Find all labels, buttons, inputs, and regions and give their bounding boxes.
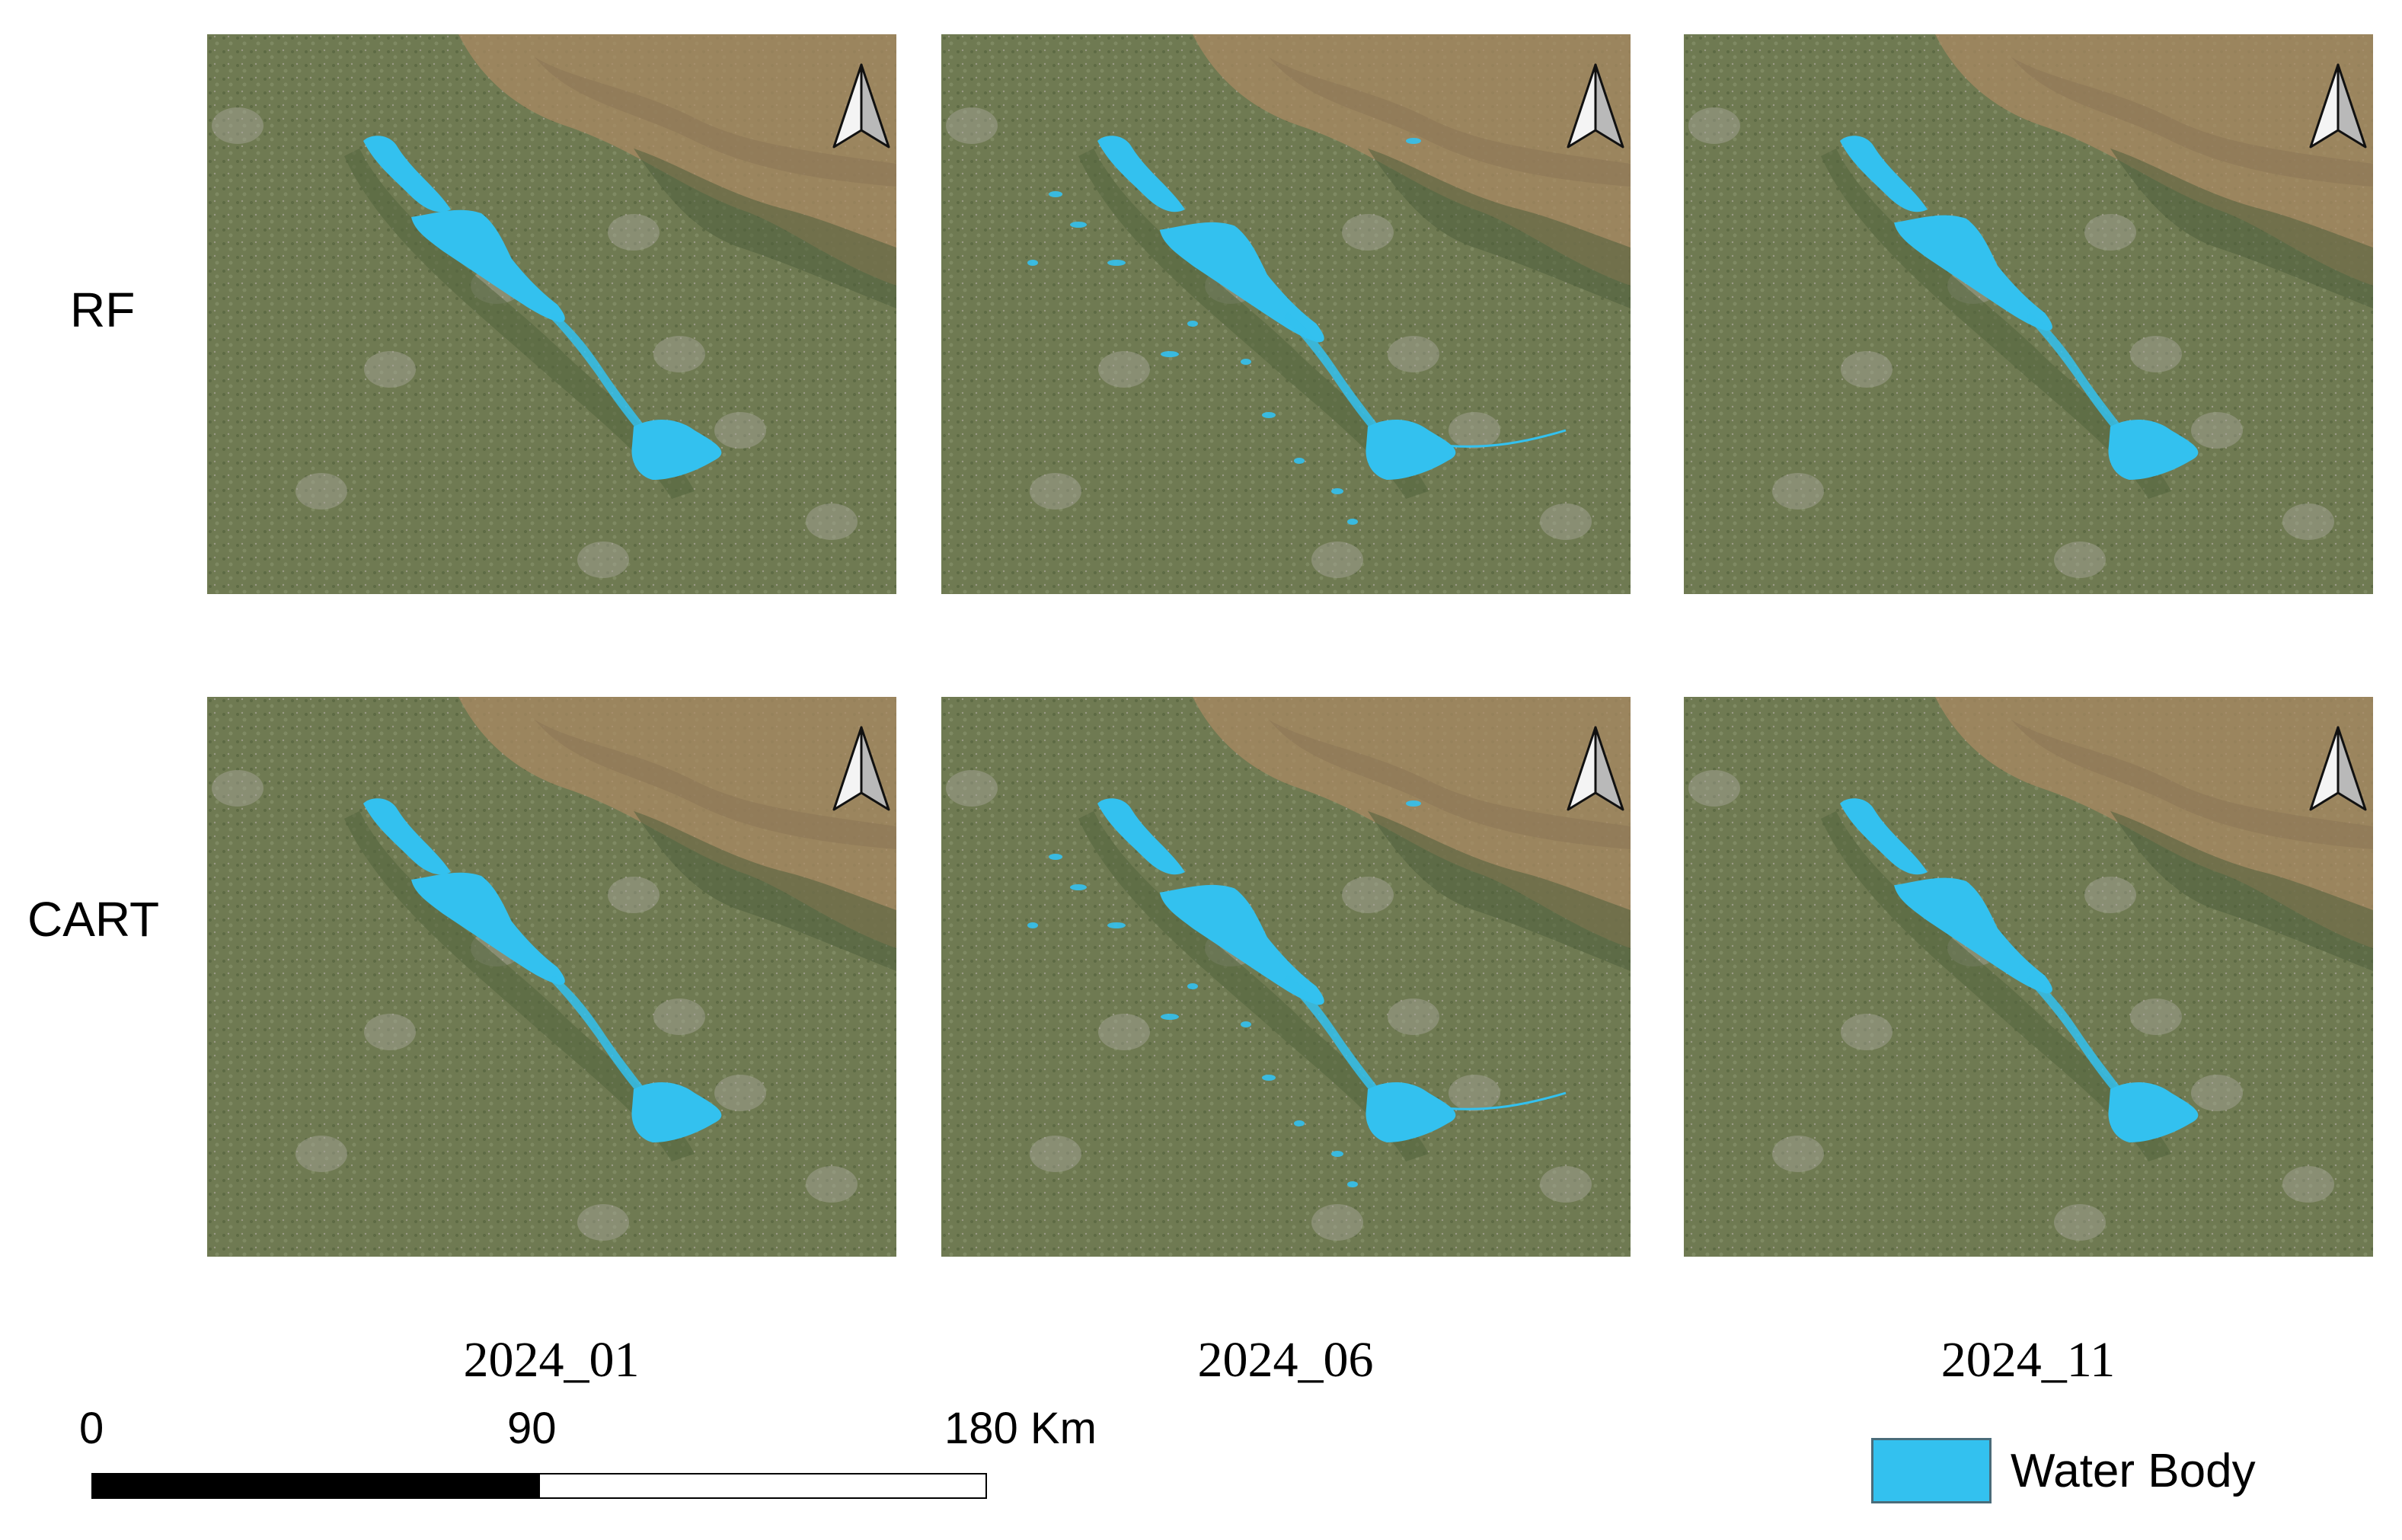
row-label-rf: RF xyxy=(70,283,136,337)
scale-bar xyxy=(91,1473,987,1499)
scale-tick-0: 0 xyxy=(79,1404,104,1453)
scale-tick-180: 180 Km xyxy=(944,1404,1097,1453)
north-arrow-icon xyxy=(1567,726,1624,811)
satellite-basemap xyxy=(941,697,1631,1257)
scale-tick-90: 90 xyxy=(507,1404,557,1453)
map-panel-cart-2024-11 xyxy=(1684,697,2373,1257)
north-arrow-icon xyxy=(832,63,890,149)
legend-water-swatch xyxy=(1871,1438,1992,1503)
map-panel-cart-2024-01 xyxy=(207,697,896,1257)
north-arrow-icon xyxy=(2309,726,2367,811)
map-panel-rf-2024-01 xyxy=(207,34,896,594)
north-arrow-icon xyxy=(832,726,890,811)
satellite-basemap xyxy=(1684,697,2373,1257)
column-label-2024-06: 2024_06 xyxy=(1197,1332,1374,1388)
satellite-basemap xyxy=(207,34,896,594)
satellite-basemap xyxy=(1684,34,2373,594)
scale-bar-dark-segment xyxy=(91,1473,540,1499)
satellite-basemap xyxy=(207,697,896,1257)
legend-water-label: Water Body xyxy=(2011,1445,2256,1497)
map-panel-rf-2024-06 xyxy=(941,34,1631,594)
column-label-2024-11: 2024_11 xyxy=(1940,1332,2116,1388)
scale-bar-light-segment xyxy=(538,1473,987,1499)
north-arrow-icon xyxy=(2309,63,2367,149)
map-panel-rf-2024-11 xyxy=(1684,34,2373,594)
satellite-basemap xyxy=(941,34,1631,594)
row-label-cart: CART xyxy=(27,892,160,947)
map-panel-cart-2024-06 xyxy=(941,697,1631,1257)
column-label-2024-01: 2024_01 xyxy=(463,1332,640,1388)
north-arrow-icon xyxy=(1567,63,1624,149)
